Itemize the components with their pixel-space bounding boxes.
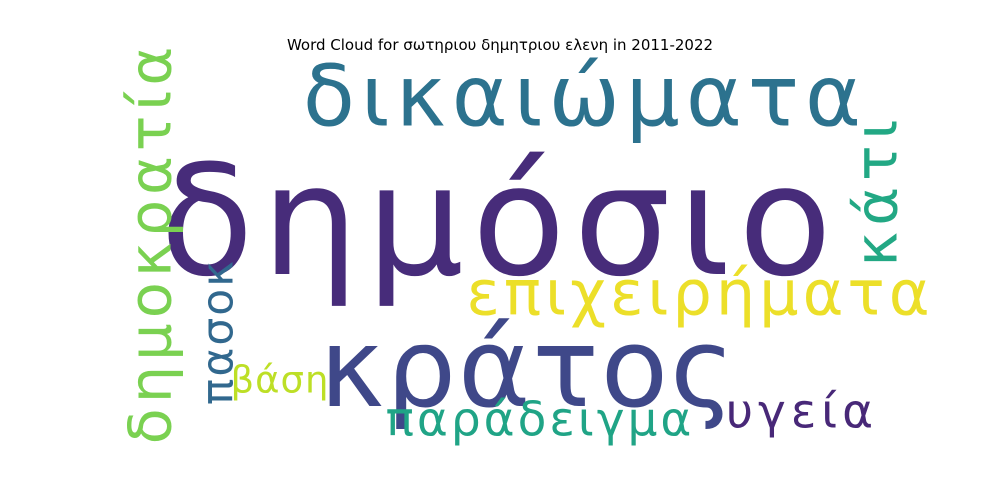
- word-2: δικαιώματα: [303, 48, 867, 147]
- word-0: δημόσιο: [160, 133, 840, 311]
- word-8: πασοκ: [193, 259, 244, 405]
- word-7: υγεία: [726, 385, 878, 440]
- word-4: δημοκρατία: [116, 42, 185, 445]
- word-3: επιχειρήματα: [466, 257, 933, 330]
- word-1: κράτος: [319, 304, 736, 432]
- word-9: βάση: [231, 359, 330, 402]
- word-6: παράδειγμα: [386, 393, 695, 448]
- chart-title: Word Cloud for σωτηριου δημητριου ελενη …: [286, 36, 714, 54]
- word-5: κάτι: [842, 113, 911, 266]
